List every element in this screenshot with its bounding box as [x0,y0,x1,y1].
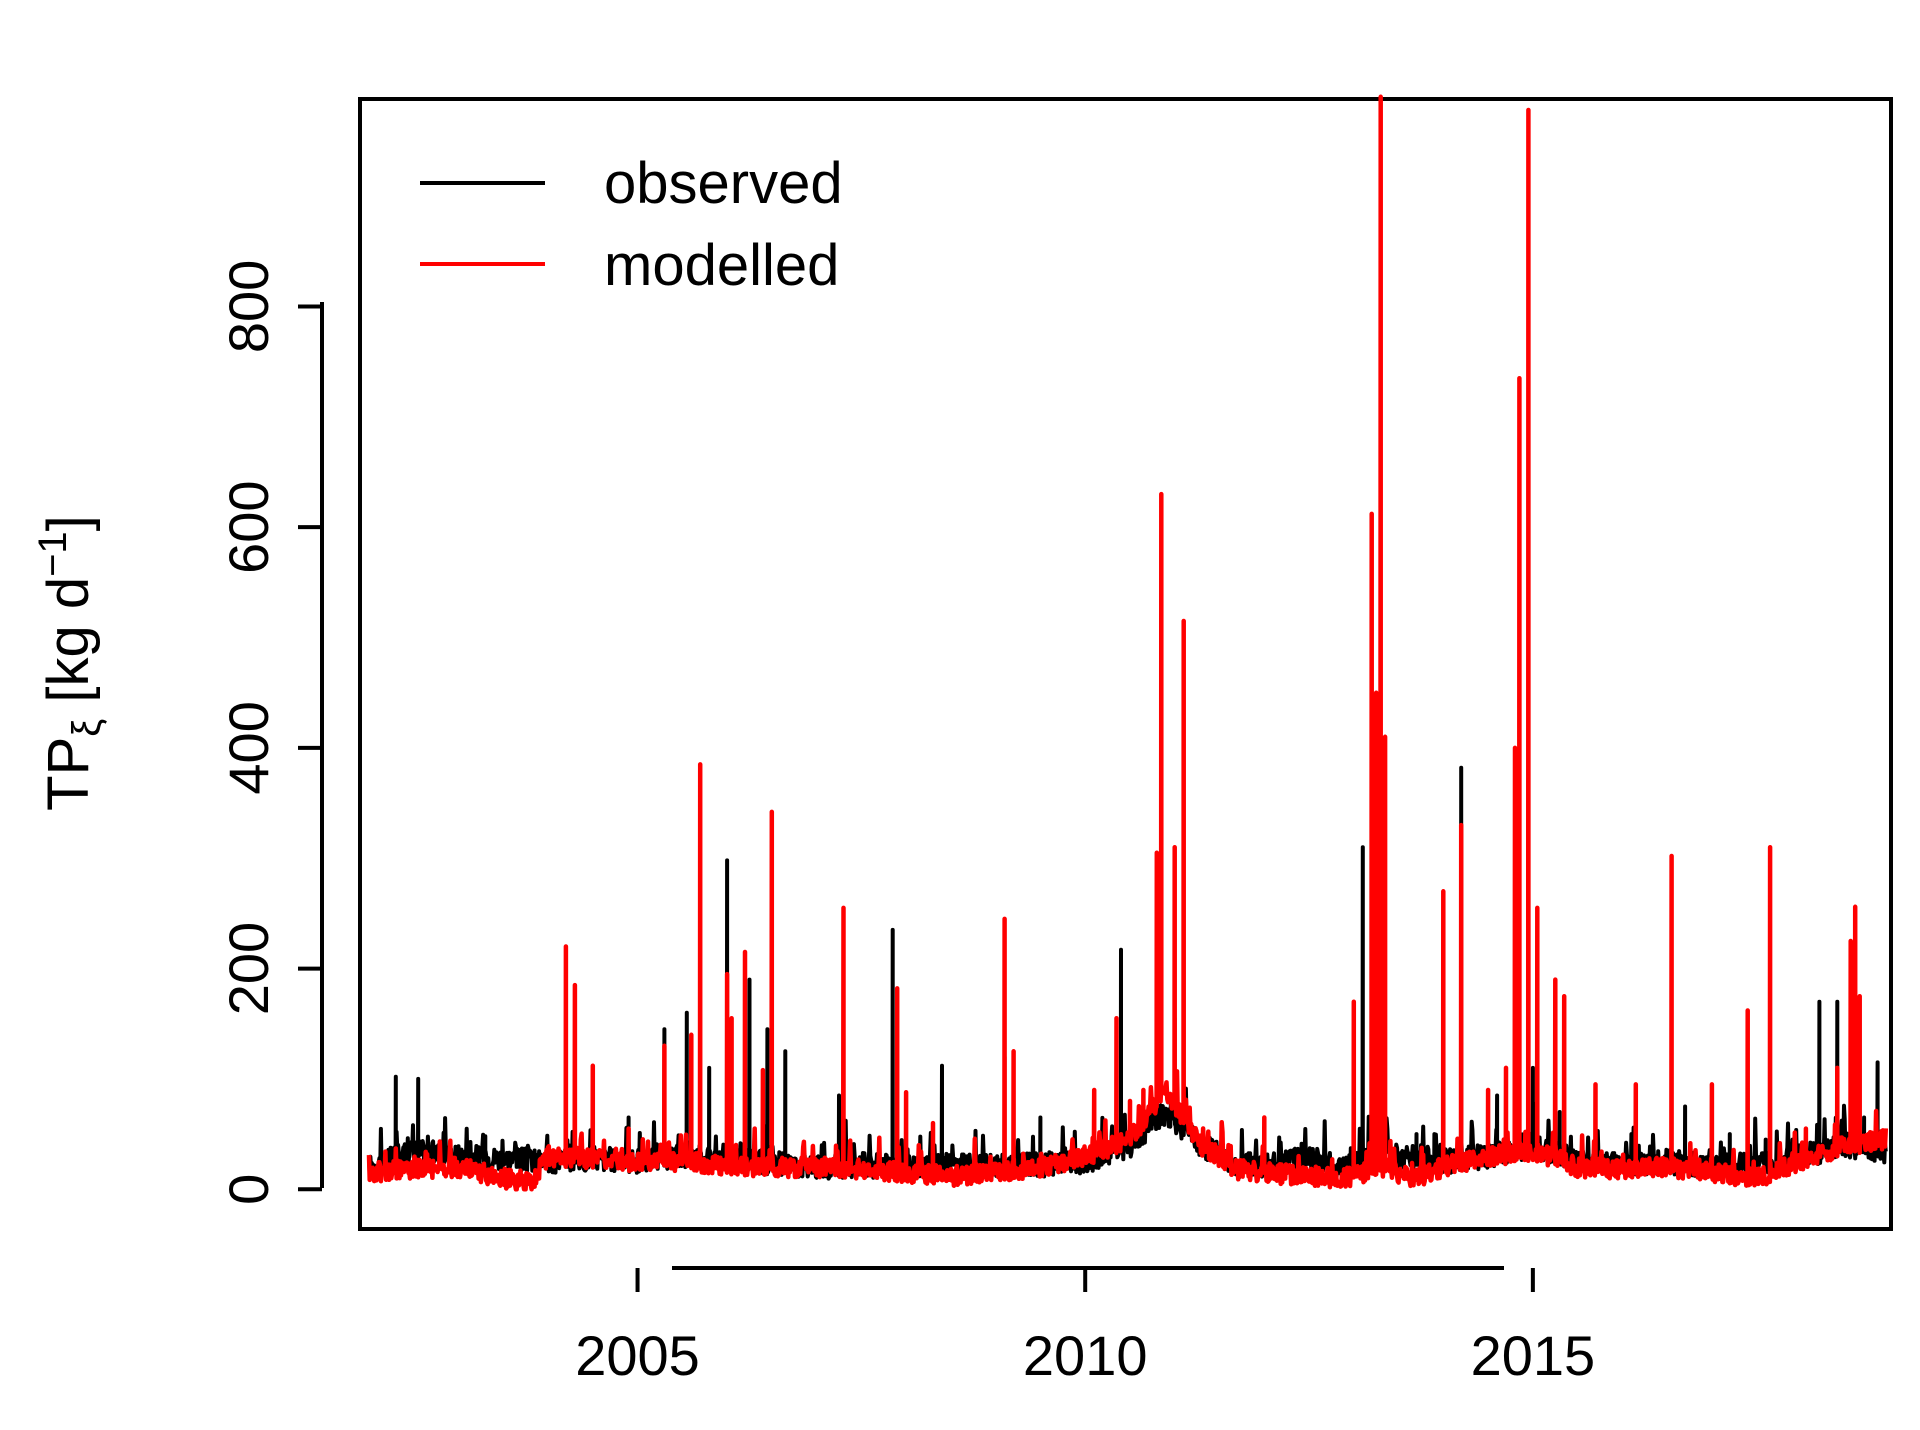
plot-frame [358,97,1893,1231]
y-tick-label: 800 [217,260,280,353]
y-tick-label: 400 [217,701,280,794]
y-tick-label: 200 [217,922,280,1015]
x-tick-label: 2010 [1023,1324,1148,1387]
x-tick-label: 2005 [575,1324,700,1387]
y-axis-title-units-close: ] [36,515,101,531]
y-axis: 0 200 400 600 800 [217,260,324,1205]
y-axis-title-main: TP [36,737,101,811]
legend: observed modelled [420,151,843,298]
y-axis-title-subscript: ξ [65,719,109,737]
legend-label-observed: observed [604,151,843,216]
series-layer [366,94,1889,1192]
x-axis: 2005 2010 2015 [575,1266,1596,1387]
series-line-modelled [366,94,1889,1192]
legend-label-modelled: modelled [604,233,839,298]
y-tick-label: 0 [217,1174,280,1205]
y-axis-title-units: [kg d [36,577,101,719]
y-axis-title: TPξ [kg d−1] [31,515,109,811]
y-tick-label: 600 [217,480,280,573]
x-tick-label: 2015 [1471,1324,1596,1387]
y-axis-title-superscript: −1 [31,531,75,577]
